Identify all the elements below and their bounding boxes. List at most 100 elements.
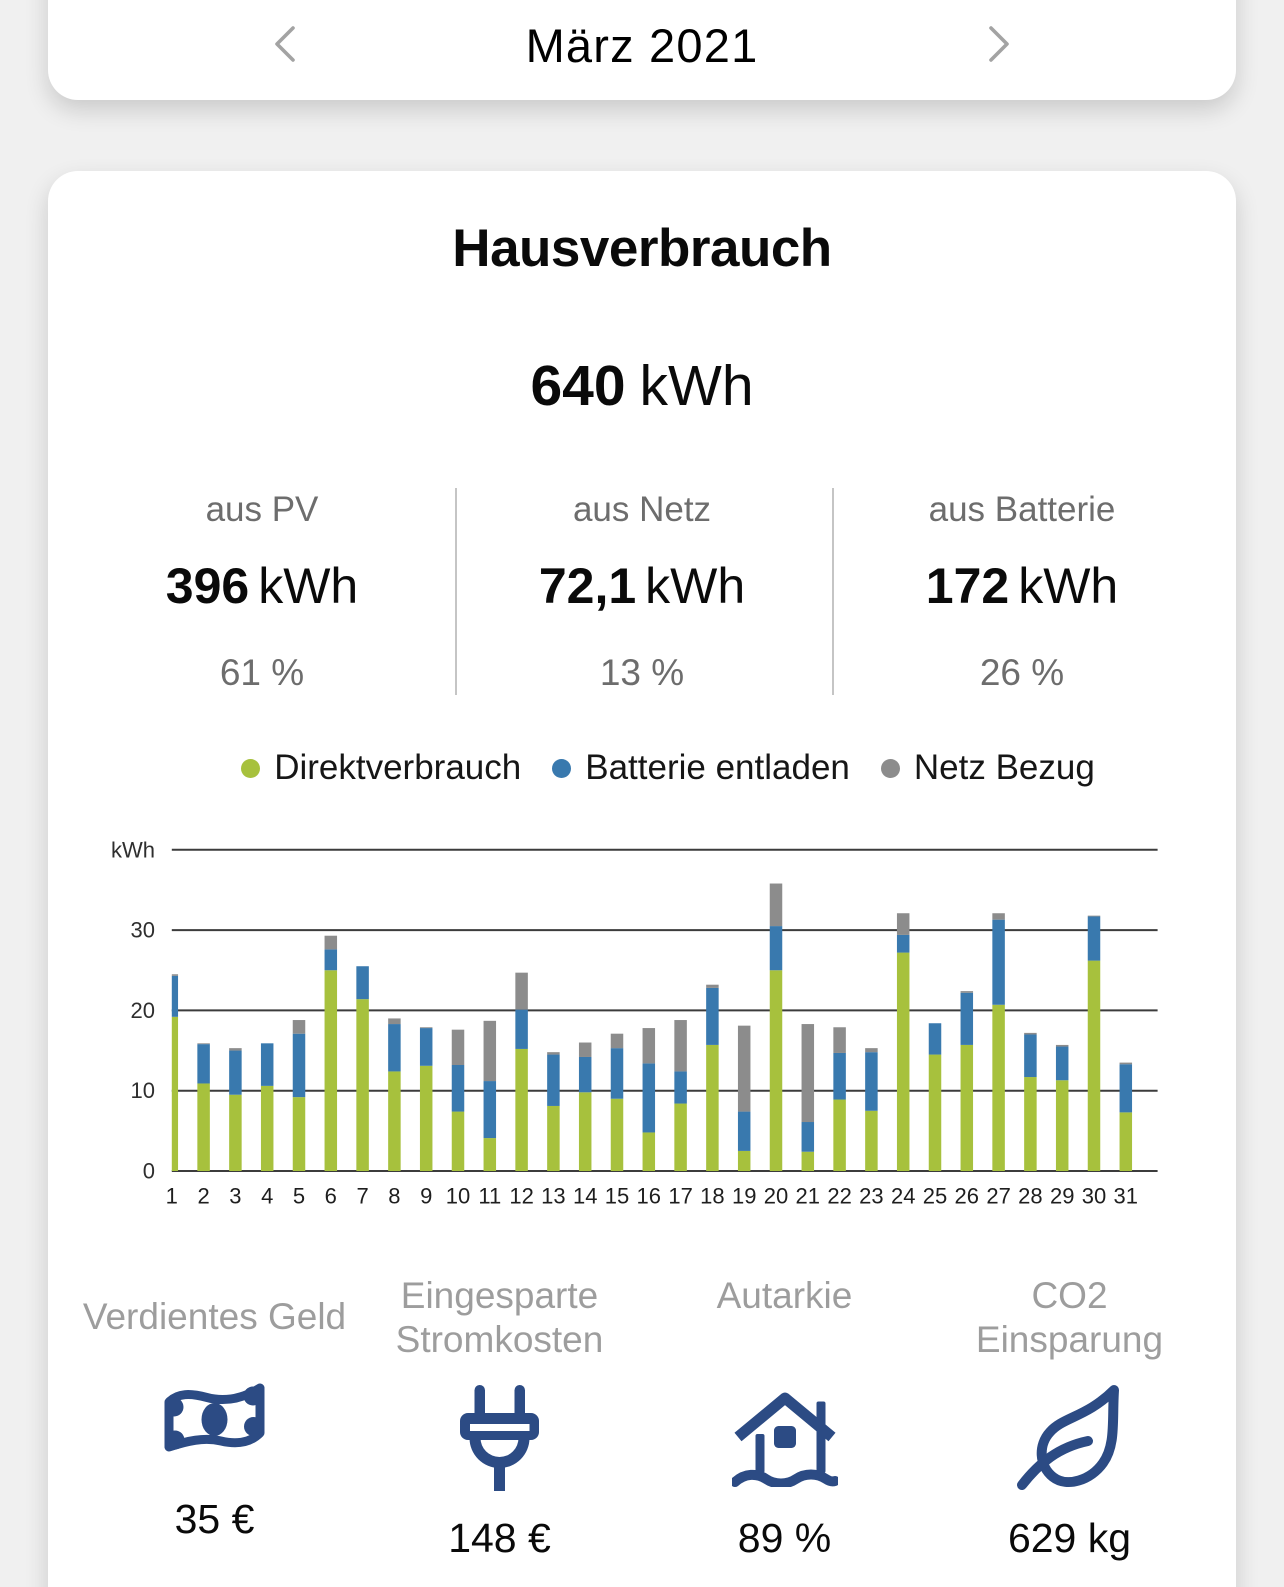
stat-icon-box (357, 1371, 642, 1493)
x-tick-label: 2 (197, 1184, 209, 1209)
stat-value: 35 € (174, 1496, 255, 1542)
total-unit: kWh (639, 354, 754, 418)
bar-segment (642, 1063, 656, 1133)
bar-segment (642, 1028, 656, 1064)
x-tick-label: 31 (1114, 1184, 1138, 1209)
x-tick-label: 11 (478, 1184, 501, 1209)
bar-segment (578, 1042, 592, 1057)
source-value: 396 kWh (72, 558, 452, 614)
bar-segment (737, 1111, 751, 1151)
month-nav-card: März 2021 (48, 0, 1236, 100)
source-value-number: 172 (925, 558, 1010, 614)
bar-segment (292, 1020, 306, 1034)
bar-segment (865, 1048, 878, 1053)
source-label: aus Batterie (928, 490, 1116, 529)
bar-segment (865, 1110, 878, 1171)
bar-segment (451, 1029, 465, 1066)
chart-legend: Direktverbrauch Batterie entladen Netz B… (74, 745, 1262, 791)
legend-label: Direktverbrauch (274, 748, 522, 787)
bar-segment (642, 1132, 656, 1171)
bar-segment (610, 1033, 624, 1049)
bar-segment (706, 1044, 719, 1171)
bar-segment (229, 1048, 242, 1051)
chevron-right-icon (989, 26, 1009, 62)
bar-segment (419, 1027, 433, 1029)
bar-segment (388, 1071, 401, 1171)
bar-segment (451, 1111, 465, 1171)
daily-consumption-chart: 0 10 20 30 kWh 1 2 3 4 5 6 7 8 9 10 11 12 13 14 15 16 17 18 19 2… (48, 830, 1236, 1230)
bar-segment (992, 919, 1005, 1005)
bar-segment (896, 952, 910, 1171)
bar-segment (674, 1071, 687, 1104)
x-tick-label: 15 (605, 1184, 629, 1209)
bar-segment (171, 1016, 179, 1171)
bar-segment (737, 1025, 751, 1112)
stat-autarkie: Autarkie 89 % (642, 1271, 927, 1562)
stat-value: 148 € (448, 1515, 551, 1561)
bar-segment (197, 1083, 210, 1171)
x-tick-label: 17 (668, 1184, 692, 1209)
stat-value: 629 kg (1007, 1515, 1132, 1561)
bar-segment (801, 1151, 815, 1171)
source-value-unit: kWh (258, 558, 359, 614)
bar-segment (578, 1056, 592, 1093)
stat-icon-box (927, 1371, 1212, 1493)
x-tick-label: 25 (923, 1184, 947, 1209)
x-tick-label: 29 (1050, 1184, 1074, 1209)
x-tick-label: 5 (293, 1184, 305, 1209)
bar-segment (356, 966, 369, 1000)
bar-segment (769, 883, 783, 927)
x-tick-label: 6 (325, 1184, 337, 1209)
bar-segment (1055, 1046, 1069, 1081)
bar-segment (356, 999, 369, 1171)
card-title: Hausverbrauch (452, 219, 832, 278)
source-value-number: 72,1 (538, 558, 637, 614)
bar-segment (896, 913, 910, 935)
bar-segment (610, 1048, 624, 1099)
bar-segment (324, 949, 338, 971)
legend-dot-gray (880, 758, 900, 778)
bar-segment (610, 1098, 624, 1171)
y-tick-label: 30 (131, 918, 155, 943)
bar-segment (960, 991, 974, 993)
x-tick-label: 27 (986, 1184, 1010, 1209)
y-tick-label: 20 (131, 998, 155, 1023)
stat-icon-box (642, 1371, 927, 1493)
x-tick-label: 26 (955, 1184, 979, 1209)
x-tick-label: 12 (509, 1184, 533, 1209)
x-tick-label: 20 (764, 1184, 788, 1209)
bar-segment (483, 1081, 497, 1139)
bar-segment (833, 1052, 846, 1100)
source-percent: 61 % (219, 652, 305, 693)
bar-segment (801, 1024, 815, 1123)
legend-item-batterie-entladen: Batterie entladen (552, 748, 850, 788)
bar-segment (896, 934, 910, 953)
plug-icon (459, 1385, 539, 1491)
x-tick-label: 9 (420, 1184, 432, 1209)
next-month-button[interactable] (988, 25, 1010, 63)
bar-segment (578, 1092, 592, 1171)
bar-segment (1055, 1080, 1069, 1171)
x-tick-label: 23 (859, 1184, 883, 1209)
bar-segment (706, 987, 719, 1045)
month-title: März 2021 (525, 19, 759, 72)
bar-segment (865, 1052, 878, 1111)
bar-segment (547, 1054, 560, 1106)
bar-segment (833, 1099, 846, 1171)
bar-segment (547, 1052, 560, 1055)
bar-segment (547, 1105, 560, 1171)
x-tick-label: 22 (827, 1184, 851, 1209)
y-tick-label: 10 (131, 1078, 155, 1103)
x-tick-label: 19 (732, 1184, 756, 1209)
stat-verdientes-geld: Verdientes Geld 35 € (72, 1271, 357, 1562)
legend-label: Batterie entladen (585, 748, 850, 787)
bar-segment (229, 1050, 242, 1095)
source-netz: aus Netz 72,1 kWh 13 % (452, 488, 832, 695)
bar-segment (515, 972, 528, 1010)
bar-segment (801, 1122, 815, 1152)
bar-segment (1024, 1032, 1037, 1035)
previous-month-button[interactable] (274, 25, 296, 63)
x-tick-label: 4 (261, 1184, 273, 1209)
bar-segment (292, 1097, 306, 1171)
